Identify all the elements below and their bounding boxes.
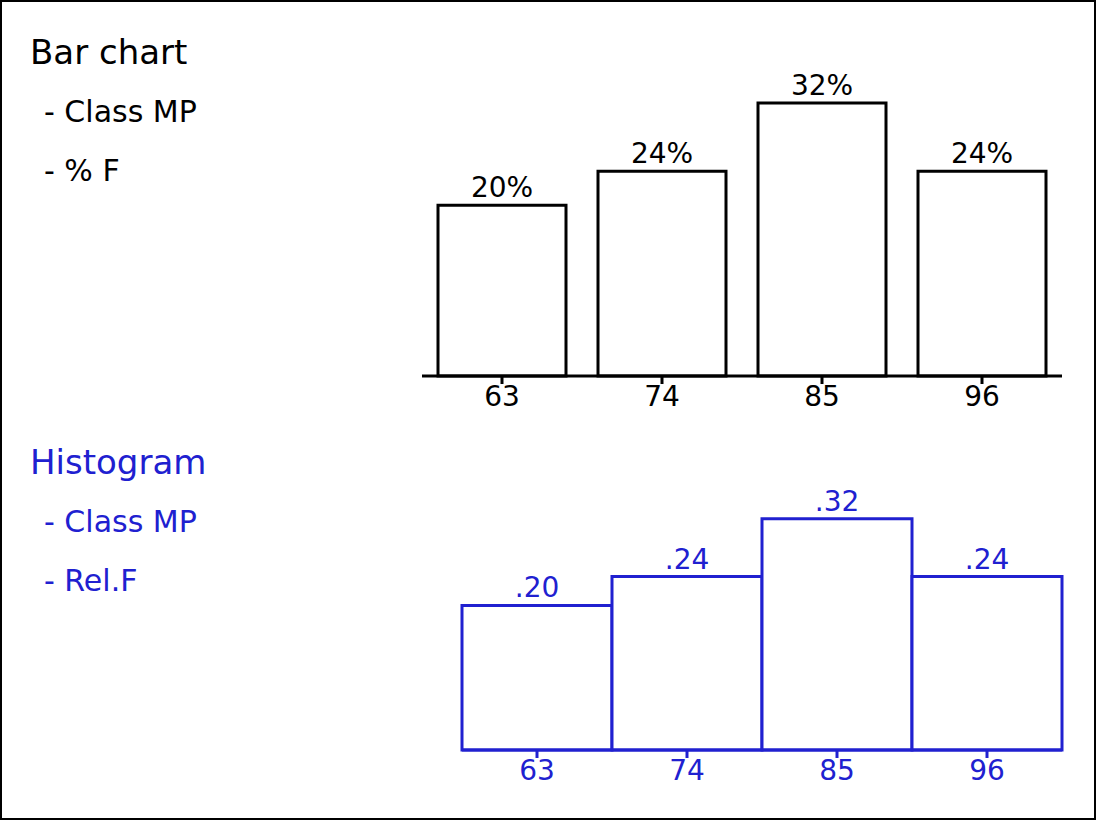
html-text:- Class MP: - Class MP (44, 504, 197, 539)
html-text:- Rel.F: - Rel.F (44, 563, 138, 598)
svg-text:63: 63 (484, 380, 520, 413)
svg-text:96: 96 (964, 380, 1000, 413)
svg-text:.24: .24 (965, 543, 1010, 576)
svg-text:24%: 24% (631, 137, 693, 170)
svg-text:24%: 24% (951, 137, 1013, 170)
svg-text:20%: 20% (471, 171, 533, 204)
html-text:- Class MP: - Class MP (44, 94, 197, 129)
svg-text:85: 85 (819, 754, 855, 787)
svg-text:74: 74 (644, 380, 680, 413)
html-text:Histogram: Histogram (30, 442, 207, 482)
svg-text:.24: .24 (665, 543, 710, 576)
svg-text:74: 74 (669, 754, 705, 787)
html-text:Bar chart: Bar chart (30, 32, 188, 72)
svg-text:96: 96 (969, 754, 1005, 787)
svg-text:.20: .20 (515, 571, 560, 604)
svg-text:.32: .32 (815, 485, 860, 518)
svg-text:32%: 32% (791, 69, 853, 102)
svg-text:85: 85 (804, 380, 840, 413)
html-text:- % F: - % F (44, 153, 120, 188)
svg-text:63: 63 (519, 754, 555, 787)
